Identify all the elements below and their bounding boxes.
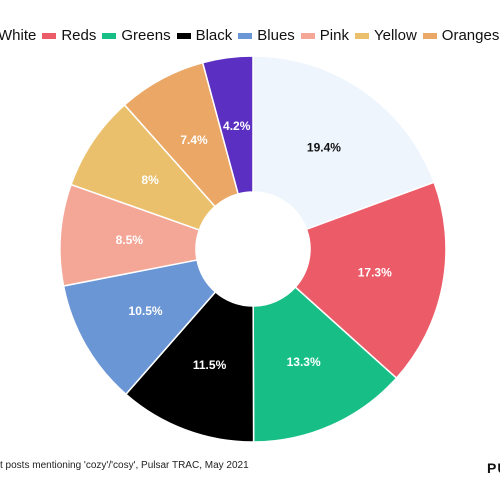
legend-label: Black [195,27,233,44]
legend-item-reds: Reds [42,26,96,46]
legend-item-blues: Blues [238,26,295,46]
data-label-reds: 17.3% [358,265,392,279]
legend-label: Greens [121,27,171,44]
data-label-oranges: 7.4% [180,133,208,147]
data-label-purple: 4.2% [223,119,251,133]
legend-label: Oranges [441,27,500,44]
legend-item-greens: Greens [102,26,171,46]
legend-item-yellow: Yellow [354,26,417,46]
legend-item-black: Black [176,26,233,46]
slice-greens [252,286,398,443]
legend-swatch [42,33,57,39]
legend-swatch [422,33,437,39]
legend-swatch [176,33,191,39]
legend-label: Reds [61,27,97,44]
brand-logo: PU [487,460,500,476]
legend-label: Yellow [373,27,417,44]
legend-swatch [238,33,253,39]
legend-label: Blues [257,27,295,44]
legend-swatch [102,33,117,39]
slice-white [252,55,436,231]
legend-item-oranges: Oranges [422,26,500,46]
data-label-white: 19.4% [307,140,341,154]
chart-legend: White Reds Greens Black Blues Pink Yellow Orang… [0,26,500,48]
legend-item-pink: Pink [300,26,349,46]
legend-label: White [0,27,37,44]
legend-item-white: White [0,26,36,46]
slice-reds [294,181,447,380]
data-label-black: 11.5% [193,358,227,372]
data-label-greens: 13.3% [287,355,321,369]
slice-blues [62,259,217,396]
slice-purple [201,55,254,195]
legend-swatch [354,33,369,39]
legend-label: Pink [319,27,349,44]
data-label-blues: 10.5% [129,304,163,318]
slice-black [124,290,255,443]
data-label-yellow: 8% [141,173,159,187]
legend-swatch [300,33,315,39]
data-label-pink: 8.5% [116,233,144,247]
source-note: t posts mentioning 'cozy'/'cosy', Pulsar… [0,460,249,471]
